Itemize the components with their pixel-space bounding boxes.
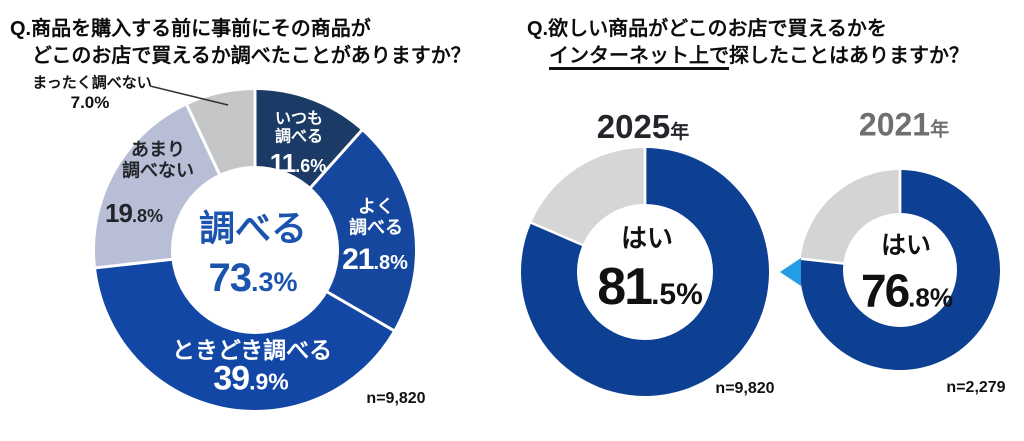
left-question-title: Q.商品を購入する前に事前にその商品が どこのお店で買えるか調べたことがあります… bbox=[10, 16, 471, 70]
segment-label-never: まったく調べない bbox=[32, 74, 152, 92]
donut-2021-pct: 76.8% bbox=[861, 264, 953, 317]
segment-pct-often: 21.8% bbox=[342, 242, 408, 276]
donut-2021-yes-label: はい bbox=[880, 231, 932, 260]
left-center-pct: 73.3% bbox=[208, 256, 298, 300]
right-question-line2: インターネット上で探したことはありますか？ bbox=[527, 43, 969, 70]
right-question-line2-rest: 探したことはありますか？ bbox=[729, 45, 969, 67]
segment-pct-never: 7.0% bbox=[70, 92, 110, 112]
year-title-2025: 2025年 bbox=[596, 108, 690, 146]
donut-2025-sample-size: n=9,820 bbox=[715, 379, 775, 397]
segment-pct-rarely: 19.8% bbox=[105, 198, 163, 229]
segment-label-often: よく 調べる bbox=[349, 196, 403, 237]
segment-label-rarely: あまり 調べない bbox=[122, 139, 194, 180]
donut-2025-pct: 81.5% bbox=[597, 258, 703, 317]
year-title-2021: 2021年 bbox=[858, 106, 950, 143]
donut-2025-yes-label: はい bbox=[620, 223, 674, 254]
left-sample-size: n=9,820 bbox=[366, 389, 426, 407]
segment-label-always: いつも 調べる bbox=[274, 110, 324, 146]
segment-pct-always: 11.6% bbox=[269, 148, 327, 179]
left-question-line2: どこのお店で買えるか調べたことがありますか？ bbox=[32, 45, 471, 67]
right-question-underlined-text: インターネット上で bbox=[549, 45, 729, 70]
left-question-line1: Q.商品を購入する前に事前にその商品が bbox=[10, 18, 371, 40]
segment-pct-sometimes: 39.9% bbox=[213, 359, 289, 398]
right-question-line1: Q.欲しい商品がどこのお店で買えるかを bbox=[527, 18, 887, 40]
donut-2021-sample-size: n=2,279 bbox=[946, 378, 1006, 396]
right-question-title: Q.欲しい商品がどこのお店で買えるかを インターネット上で探したことはありますか… bbox=[527, 16, 969, 70]
left-center-label: 調べる bbox=[198, 207, 308, 249]
segment-label-sometimes: ときどき調べる bbox=[171, 336, 333, 363]
